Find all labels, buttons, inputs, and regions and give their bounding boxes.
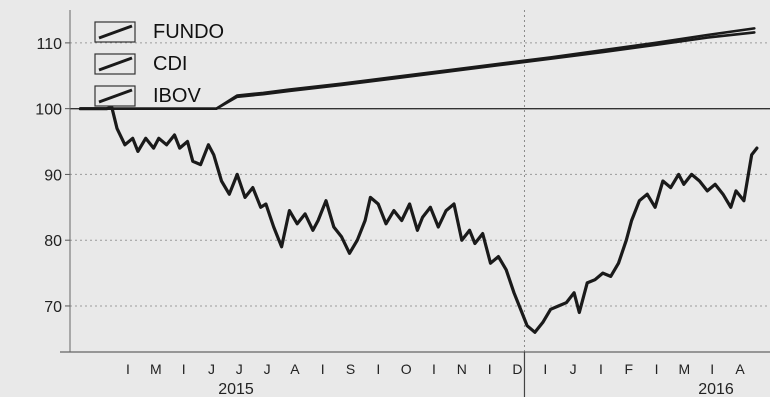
legend-entry-fundo: FUNDO (94, 21, 224, 43)
legend-label-fundo: FUNDO (153, 21, 224, 43)
x-month-label: A (290, 361, 300, 377)
x-month-label: J (236, 361, 243, 377)
x-month-label: I (543, 361, 547, 377)
year-label-2016: 2016 (698, 381, 734, 397)
y-tick-label-80: 80 (44, 233, 62, 250)
x-month-label: F (624, 361, 633, 377)
series-line-ibov (78, 105, 759, 334)
legend-label-cdi: CDI (153, 53, 187, 75)
x-month-label: I (432, 361, 436, 377)
x-month-label: N (457, 361, 467, 377)
series-layer (78, 27, 759, 334)
legend-entry-cdi: CDI (94, 53, 187, 75)
legend-swatch-box (94, 21, 136, 43)
y-tick-label-100: 100 (35, 102, 62, 119)
x-month-label: M (150, 361, 162, 377)
x-month-label: J (570, 361, 577, 377)
x-month-label: J (208, 361, 215, 377)
x-month-label: I (182, 361, 186, 377)
x-month-label: I (321, 361, 325, 377)
x-month-label: S (346, 361, 355, 377)
x-month-label: I (376, 361, 380, 377)
x-month-label: I (710, 361, 714, 377)
x-month-label: J (264, 361, 271, 377)
legend-swatch-line (98, 56, 133, 72)
series-line-cdi (79, 31, 756, 110)
y-tick-label-90: 90 (44, 167, 62, 184)
legend: FUNDO CDI IBOV (94, 21, 224, 107)
axes: 70 80 90 100 110 I M I J J J A I S I O I N I D I J I F I M I A 2015 2… (35, 10, 770, 397)
legend-swatch-line (98, 88, 133, 104)
x-month-label: I (488, 361, 492, 377)
x-month-label: I (599, 361, 603, 377)
legend-swatch-line (98, 24, 133, 40)
x-month-label: I (655, 361, 659, 377)
y-tick-label-70: 70 (44, 299, 62, 316)
legend-swatch-box (94, 53, 136, 75)
year-label-2015: 2015 (218, 381, 254, 397)
x-month-label: O (401, 361, 412, 377)
x-month-label: A (735, 361, 745, 377)
legend-entry-ibov: IBOV (94, 85, 201, 107)
legend-label-ibov: IBOV (153, 85, 201, 107)
x-month-label: M (679, 361, 691, 377)
x-month-label: D (512, 361, 522, 377)
legend-swatch-box (94, 85, 136, 107)
y-tick-label-110: 110 (36, 36, 62, 53)
x-month-label: I (126, 361, 130, 377)
